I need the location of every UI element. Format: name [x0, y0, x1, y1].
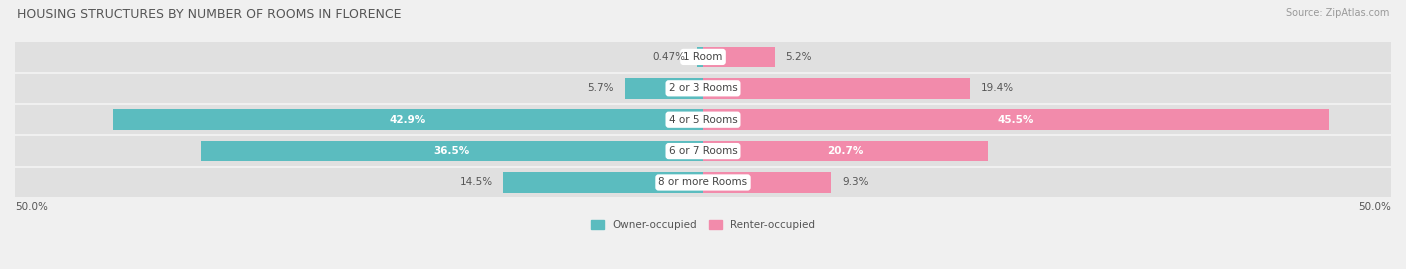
- Text: 9.3%: 9.3%: [842, 178, 869, 187]
- Bar: [696, 47, 703, 67]
- Bar: [703, 78, 970, 98]
- Text: 5.2%: 5.2%: [786, 52, 813, 62]
- Bar: [703, 47, 775, 67]
- Text: 20.7%: 20.7%: [827, 146, 863, 156]
- Bar: [703, 172, 831, 193]
- Text: Source: ZipAtlas.com: Source: ZipAtlas.com: [1285, 8, 1389, 18]
- Bar: [624, 78, 703, 98]
- Text: HOUSING STRUCTURES BY NUMBER OF ROOMS IN FLORENCE: HOUSING STRUCTURES BY NUMBER OF ROOMS IN…: [17, 8, 401, 21]
- Bar: [201, 141, 703, 161]
- Text: 5.7%: 5.7%: [588, 83, 613, 93]
- Text: 4 or 5 Rooms: 4 or 5 Rooms: [669, 115, 737, 125]
- Text: 45.5%: 45.5%: [998, 115, 1035, 125]
- Bar: [15, 42, 1391, 72]
- Legend: Owner-occupied, Renter-occupied: Owner-occupied, Renter-occupied: [586, 216, 820, 234]
- Text: 50.0%: 50.0%: [1358, 202, 1391, 212]
- Text: 50.0%: 50.0%: [15, 202, 48, 212]
- Text: 2 or 3 Rooms: 2 or 3 Rooms: [669, 83, 737, 93]
- Bar: [703, 109, 1329, 130]
- Text: 36.5%: 36.5%: [434, 146, 470, 156]
- Text: 0.47%: 0.47%: [652, 52, 686, 62]
- Text: 1 Room: 1 Room: [683, 52, 723, 62]
- Text: 14.5%: 14.5%: [460, 178, 492, 187]
- Bar: [15, 168, 1391, 197]
- Text: 19.4%: 19.4%: [981, 83, 1014, 93]
- Bar: [112, 109, 703, 130]
- Bar: [15, 136, 1391, 166]
- Bar: [703, 141, 988, 161]
- Text: 6 or 7 Rooms: 6 or 7 Rooms: [669, 146, 737, 156]
- Bar: [15, 74, 1391, 103]
- Bar: [503, 172, 703, 193]
- Text: 42.9%: 42.9%: [389, 115, 426, 125]
- Text: 8 or more Rooms: 8 or more Rooms: [658, 178, 748, 187]
- Bar: [15, 105, 1391, 134]
